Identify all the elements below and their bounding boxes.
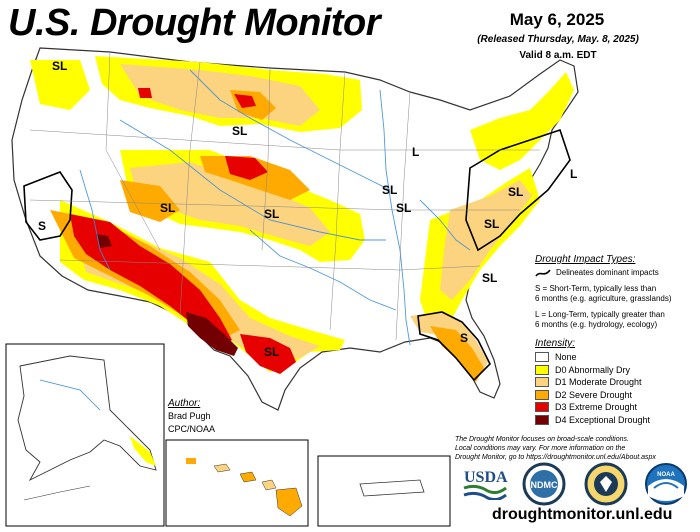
website-url[interactable]: droughtmonitor.unl.edu bbox=[492, 506, 673, 523]
impact-label: SL bbox=[484, 217, 499, 231]
impact-label: SL bbox=[264, 207, 279, 221]
impact-label: S bbox=[38, 219, 46, 233]
noaa-logo: NOAA bbox=[645, 463, 687, 505]
alaska-inset bbox=[5, 343, 165, 527]
intensity-label: D3 Extreme Drought bbox=[555, 402, 638, 412]
intensity-swatch bbox=[535, 414, 549, 425]
impact-labels: SL SL SL SL SL SL L L SL SL SL S S SL S bbox=[38, 59, 577, 495]
impact-legend-l1: L = Long-Term, typically greater than bbox=[535, 310, 665, 319]
ndmc-logo: NDMC bbox=[522, 462, 566, 506]
d4-areas bbox=[96, 234, 238, 356]
impact-label: SL bbox=[508, 185, 523, 199]
intensity-swatch bbox=[535, 389, 549, 400]
impact-legend-l2: 6 months (e.g. hydrology, ecology) bbox=[535, 320, 658, 329]
intensity-label: D4 Exceptional Drought bbox=[555, 414, 651, 425]
impact-label: L bbox=[570, 167, 577, 181]
intensity-swatch bbox=[535, 352, 549, 362]
impact-label: L bbox=[412, 145, 419, 159]
svg-text:NOAA: NOAA bbox=[657, 472, 675, 478]
release-date: (Released Thursday, May. 8, 2025) bbox=[477, 34, 639, 45]
impact-legend-s1: S = Short-Term, typically less than bbox=[535, 284, 657, 293]
intensity-swatch bbox=[535, 364, 549, 375]
intensity-swatch bbox=[535, 377, 549, 387]
rivers bbox=[79, 69, 471, 346]
intensity-swatch bbox=[535, 402, 549, 412]
impact-legend-title: Drought Impact Types: bbox=[535, 254, 636, 265]
intensity-label: D0 Abnormally Dry bbox=[555, 364, 631, 375]
impact-label: SL bbox=[52, 59, 67, 73]
disclaimer-line: Drought Monitor, go to https://droughtmo… bbox=[455, 454, 656, 461]
d3-areas bbox=[70, 88, 296, 374]
impact-label: SL bbox=[382, 183, 397, 197]
author-title: Author: bbox=[168, 398, 201, 409]
author-org: CPC/NOAA bbox=[168, 424, 216, 434]
valid-time: Valid 8 a.m. EDT bbox=[519, 50, 597, 61]
impact-outlines bbox=[23, 128, 571, 382]
hawaii-inset bbox=[165, 439, 309, 527]
svg-text:USDA: USDA bbox=[464, 469, 508, 486]
impact-label: SL bbox=[232, 124, 247, 138]
disclaimer-line: Local conditions may vary. For more info… bbox=[455, 445, 626, 452]
intensity-legend: None D0 Abnormally Dry D1 Moderate Drought… bbox=[535, 352, 695, 428]
map-date: May 6, 2025 bbox=[509, 10, 605, 29]
state-boundaries bbox=[29, 51, 540, 341]
map-title: U.S. Drought Monitor bbox=[8, 2, 381, 44]
intensity-label: None bbox=[555, 352, 577, 362]
intensity-label: D2 Severe Drought bbox=[555, 389, 633, 400]
author-name: Brad Pugh bbox=[168, 411, 211, 421]
impact-label: SL bbox=[482, 271, 497, 285]
disclaimer: The Drought Monitor focuses on broad-sca… bbox=[455, 435, 700, 462]
impact-label: SL bbox=[160, 201, 175, 215]
intensity-legend-title: Intensity: bbox=[535, 338, 576, 349]
puerto-rico-inset bbox=[317, 455, 451, 527]
usda-logo: USDA bbox=[463, 469, 508, 500]
impact-legend-s2: 6 months (e.g. agriculture, grasslands) bbox=[535, 294, 672, 303]
intensity-label: D1 Moderate Drought bbox=[555, 377, 642, 387]
impact-legend-delineates: Delineates dominant impacts bbox=[556, 268, 659, 277]
usdoc-seal bbox=[584, 462, 628, 506]
disclaimer-line: The Drought Monitor focuses on broad-sca… bbox=[455, 436, 629, 443]
impact-line-symbol bbox=[535, 269, 551, 277]
impact-label: SL bbox=[396, 201, 411, 215]
impact-label: S bbox=[460, 331, 468, 345]
impact-label: SL bbox=[264, 345, 279, 359]
svg-text:NDMC: NDMC bbox=[531, 480, 558, 490]
